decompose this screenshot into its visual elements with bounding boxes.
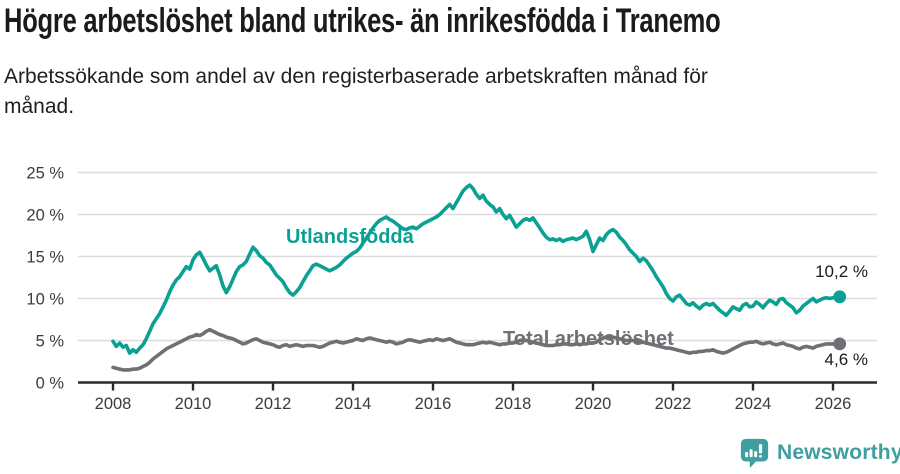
y-tick-label: 20 %: [26, 207, 64, 225]
x-tick-label: 2014: [335, 395, 372, 413]
y-tick-label: 15 %: [26, 249, 64, 267]
x-tick-label: 2022: [655, 395, 692, 413]
series-label-utlandsfodda: Utlandsfödda: [286, 226, 414, 248]
x-tick-label: 2026: [815, 395, 852, 413]
series-end-marker-utlandsfodda: [833, 290, 847, 304]
y-tick-label: 0 %: [36, 375, 65, 393]
x-tick-label: 2010: [175, 395, 212, 413]
y-tick-label: 10 %: [26, 291, 64, 309]
series-line-utlandsfodda: [111, 183, 842, 355]
x-tick-label: 2020: [575, 395, 612, 413]
x-tick-label: 2012: [255, 395, 292, 413]
page-title: Högre arbetslöshet bland utrikes- än inr…: [4, 2, 721, 40]
newsworthy-logo-icon: [740, 438, 769, 469]
x-tick-label: 2018: [495, 395, 532, 413]
end-value-label-utlandsfodda: 10,2 %: [815, 262, 868, 281]
x-tick-label: 2008: [95, 395, 132, 413]
y-tick-label: 25 %: [26, 165, 64, 183]
page-subtitle: Arbetssökande som andel av den registerb…: [4, 65, 708, 118]
y-tick-label: 5 %: [36, 333, 65, 351]
newsworthy-logo[interactable]: Newsworthy: [739, 437, 900, 469]
series-line-total: [111, 327, 842, 372]
series-label-total-arbetsloshet: Total arbetslöshet: [503, 328, 674, 350]
end-value-label-total: 4,6 %: [824, 350, 868, 369]
newsworthy-brand-text: Newsworthy: [777, 441, 900, 464]
x-tick-label: 2024: [735, 395, 772, 413]
series-end-marker-total: [833, 337, 847, 351]
x-tick-label: 2016: [415, 395, 452, 413]
